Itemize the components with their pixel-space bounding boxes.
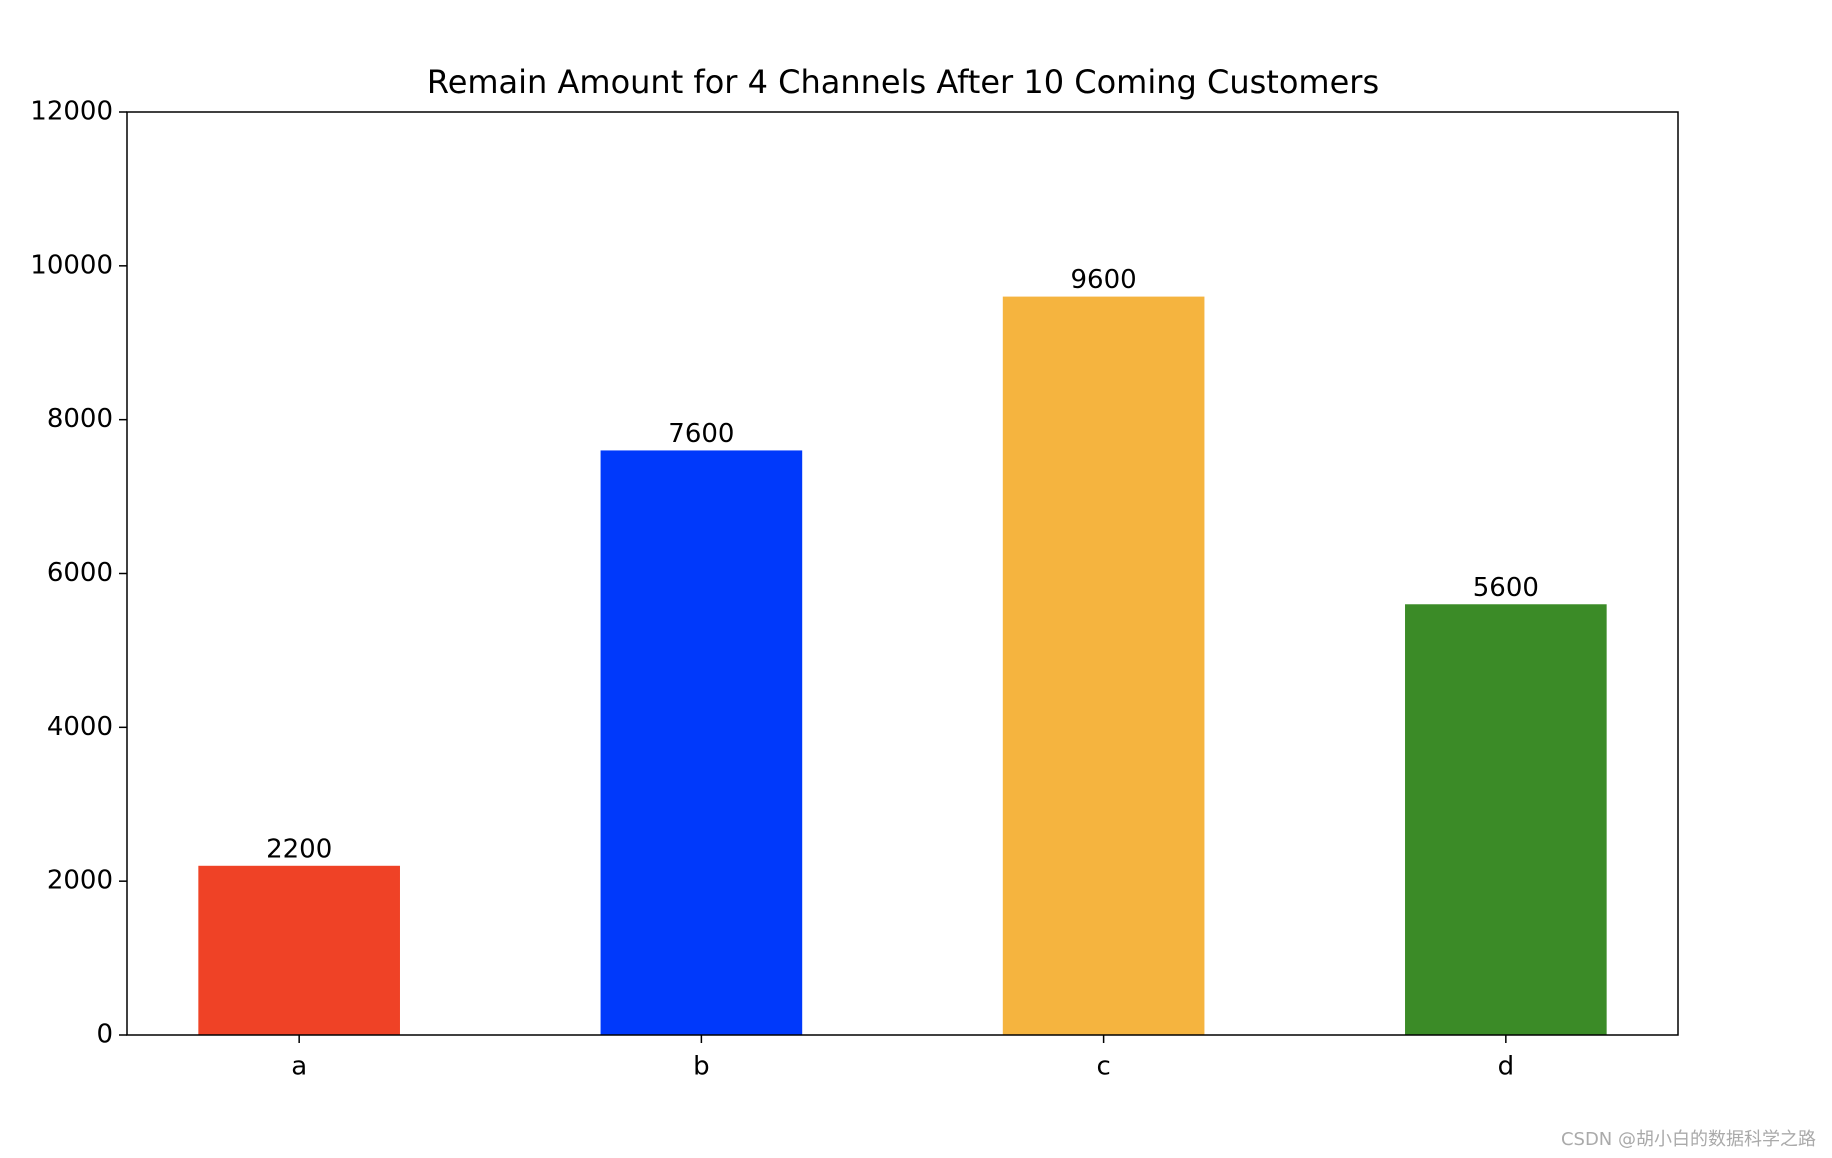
- data-label: 2200: [266, 834, 332, 864]
- y-tick-label: 10000: [30, 250, 113, 280]
- x-tick-label: c: [1096, 1052, 1110, 1082]
- y-tick-label: 2000: [47, 866, 113, 896]
- x-tick-label: d: [1498, 1052, 1515, 1082]
- x-tick-label: b: [693, 1052, 710, 1082]
- plot-frame: [126, 111, 1679, 1036]
- bar: [600, 450, 803, 1035]
- y-tick-label: 4000: [47, 712, 113, 742]
- y-tick-label: 0: [96, 1020, 113, 1050]
- y-tick-label: 8000: [47, 404, 113, 434]
- x-tick-label: a: [291, 1052, 307, 1082]
- y-tick-label: 6000: [47, 558, 113, 588]
- data-label: 7600: [668, 419, 734, 449]
- data-label: 9600: [1071, 265, 1137, 295]
- data-label: 5600: [1473, 573, 1539, 603]
- watermark: CSDN @胡小白的数据科学之路: [1561, 1129, 1816, 1150]
- y-tick-label: 12000: [30, 97, 113, 127]
- bar: [1002, 296, 1205, 1036]
- chart-title: Remain Amount for 4 Channels After 10 Co…: [427, 63, 1379, 101]
- bar: [1405, 604, 1607, 1035]
- bar: [198, 865, 400, 1035]
